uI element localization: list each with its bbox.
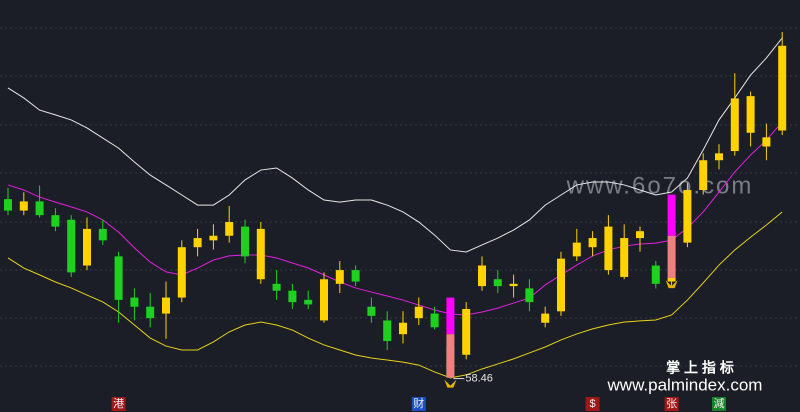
watermark-url: www.palmindex.com	[607, 375, 763, 394]
candle-body	[162, 297, 170, 314]
candle-body	[383, 320, 392, 342]
candle-body	[272, 283, 281, 291]
candle-body	[525, 288, 534, 303]
band-line	[7, 37, 783, 253]
event-badge	[411, 397, 426, 411]
candle-body	[683, 189, 692, 243]
candle-body	[746, 96, 755, 133]
candle-body	[430, 313, 439, 328]
watermark-cn: 掌 上 指 标	[666, 360, 734, 376]
signal-bottom	[667, 235, 676, 279]
candle-body	[604, 226, 613, 271]
signal-icon	[665, 280, 678, 289]
event-text: 減	[714, 396, 725, 410]
candle-body	[51, 215, 60, 227]
candle-body	[778, 45, 787, 131]
candle-body	[209, 235, 218, 241]
signal-icon	[444, 379, 457, 388]
candle-body	[19, 201, 28, 211]
candle-body	[651, 265, 660, 284]
low-label: 58.46	[465, 372, 493, 384]
candle-body	[177, 247, 186, 298]
watermark: www.6o7o.com	[566, 172, 754, 199]
candle-body	[35, 201, 44, 216]
candle-body	[288, 290, 297, 303]
event-text: 港	[113, 397, 124, 410]
candle-body	[130, 297, 139, 307]
candle-body	[193, 238, 202, 248]
band-line	[7, 211, 783, 379]
candle-body	[335, 270, 344, 284]
candle-body	[399, 322, 407, 335]
candle-body	[83, 228, 91, 266]
candle-body	[730, 98, 739, 152]
candle-body	[636, 231, 644, 239]
signal-top	[667, 194, 676, 236]
candle-body	[493, 279, 502, 287]
event-label: 财	[411, 396, 426, 411]
band-line	[7, 121, 783, 316]
candle-body	[414, 306, 423, 319]
signal-bottom	[446, 334, 455, 378]
candle-body	[762, 137, 771, 147]
candle-body	[620, 238, 629, 277]
candle-body	[509, 283, 518, 287]
candle-body	[241, 226, 249, 257]
event-text: $	[590, 398, 596, 410]
event-badge	[585, 397, 600, 411]
signal-top	[446, 297, 455, 335]
candle-body	[98, 228, 107, 241]
candle-body	[699, 160, 708, 190]
event-label: 減	[712, 396, 726, 411]
candle-body	[541, 313, 550, 323]
event-label: $	[585, 397, 600, 411]
candle-body	[4, 199, 12, 211]
candle-body	[304, 299, 313, 305]
candle-body	[114, 256, 123, 300]
event-badge	[712, 397, 726, 411]
candle-body	[667, 276, 676, 282]
candle-body	[557, 258, 565, 312]
candle-body	[351, 270, 360, 282]
candle-body	[588, 238, 597, 248]
event-label: 张	[664, 397, 679, 411]
candle-body	[67, 219, 76, 273]
candle-body	[462, 309, 471, 355]
event-text: 张	[666, 397, 677, 410]
candle-body	[367, 306, 376, 316]
candle-body	[256, 228, 265, 280]
candle-body	[320, 279, 328, 321]
candle-body	[572, 242, 581, 257]
event-text: 财	[413, 396, 424, 410]
event-badge	[664, 397, 679, 411]
candle-body	[715, 153, 723, 161]
candle-body	[146, 306, 155, 319]
grid	[0, 27, 800, 367]
candle-body	[225, 222, 234, 236]
event-label: 港	[111, 397, 126, 411]
candle-body	[478, 265, 486, 287]
event-badge	[111, 397, 126, 411]
